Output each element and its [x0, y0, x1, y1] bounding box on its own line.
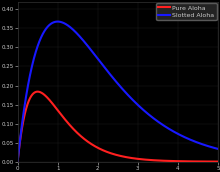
- Pure Aloha: [51, 103, 54, 105]
- Slotted Aloha: [216, 148, 219, 150]
- Line: Slotted Aloha: Slotted Aloha: [18, 22, 218, 162]
- Slotted Aloha: [39, 38, 42, 40]
- Slotted Aloha: [51, 22, 54, 24]
- Pure Aloha: [16, 161, 19, 163]
- Pure Aloha: [102, 149, 104, 151]
- Slotted Aloha: [93, 53, 96, 55]
- Legend: Pure Aloha, Slotted Aloha: Pure Aloha, Slotted Aloha: [156, 3, 216, 20]
- Pure Aloha: [39, 91, 42, 93]
- Slotted Aloha: [56, 20, 59, 23]
- Slotted Aloha: [102, 64, 104, 67]
- Slotted Aloha: [213, 147, 215, 149]
- Slotted Aloha: [191, 139, 194, 142]
- Pure Aloha: [93, 145, 96, 147]
- Pure Aloha: [213, 160, 215, 163]
- Slotted Aloha: [16, 161, 19, 163]
- Pure Aloha: [216, 160, 219, 163]
- Line: Pure Aloha: Pure Aloha: [18, 92, 218, 162]
- Pure Aloha: [36, 91, 39, 93]
- Pure Aloha: [191, 160, 194, 162]
